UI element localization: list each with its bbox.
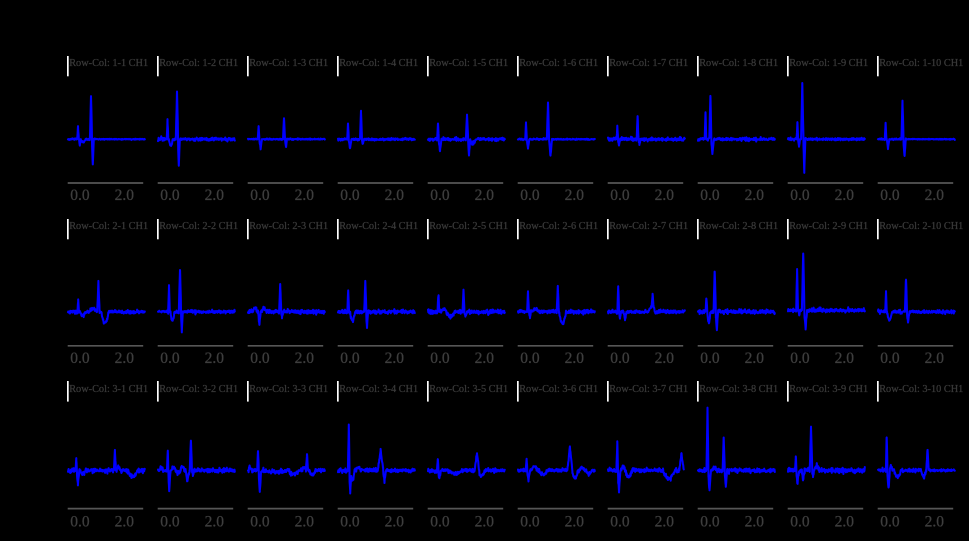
svg-text:Row-Col: 3-7 CH1: Row-Col: 3-7 CH1 [609,384,688,395]
svg-text:2.0: 2.0 [655,350,675,367]
svg-text:0.0: 0.0 [790,513,810,530]
svg-text:0.0: 0.0 [340,350,360,367]
svg-text:Row-Col: 1-5 CH1: Row-Col: 1-5 CH1 [429,58,508,69]
svg-text:0.0: 0.0 [340,187,360,204]
svg-text:0.0: 0.0 [70,350,90,367]
svg-text:Row-Col: 1-7 CH1: Row-Col: 1-7 CH1 [609,58,688,69]
svg-text:2.0: 2.0 [115,187,135,204]
svg-text:0.0: 0.0 [160,513,180,530]
svg-text:0.0: 0.0 [430,187,450,204]
svg-text:Row-Col: 1-4 CH1: Row-Col: 1-4 CH1 [339,58,418,69]
svg-text:0.0: 0.0 [880,350,900,367]
svg-text:2.0: 2.0 [115,513,135,530]
svg-text:Row-Col: 2-7 CH1: Row-Col: 2-7 CH1 [609,221,688,232]
svg-text:0.0: 0.0 [520,187,540,204]
svg-text:Row-Col: 1-3 CH1: Row-Col: 1-3 CH1 [249,58,328,69]
svg-text:2.0: 2.0 [565,513,585,530]
svg-text:Row-Col: 2-10 CH1: Row-Col: 2-10 CH1 [879,221,963,232]
svg-text:Row-Col: 2-2 CH1: Row-Col: 2-2 CH1 [159,221,238,232]
svg-text:Row-Col: 3-9 CH1: Row-Col: 3-9 CH1 [789,384,868,395]
svg-text:2.0: 2.0 [205,350,225,367]
svg-text:Row-Col: 1-6 CH1: Row-Col: 1-6 CH1 [519,58,598,69]
svg-text:Row-Col: 3-2 CH1: Row-Col: 3-2 CH1 [159,384,238,395]
svg-text:2.0: 2.0 [655,513,675,530]
svg-text:Row-Col: 3-1 CH1: Row-Col: 3-1 CH1 [69,384,148,395]
svg-text:2.0: 2.0 [385,187,405,204]
svg-text:0.0: 0.0 [70,187,90,204]
svg-text:2.0: 2.0 [475,350,495,367]
svg-text:0.0: 0.0 [610,350,630,367]
svg-text:2.0: 2.0 [835,187,855,204]
svg-text:0.0: 0.0 [610,187,630,204]
svg-text:Row-Col: 3-3 CH1: Row-Col: 3-3 CH1 [249,384,328,395]
svg-text:0.0: 0.0 [880,187,900,204]
svg-text:Row-Col: 1-9 CH1: Row-Col: 1-9 CH1 [789,58,868,69]
svg-text:0.0: 0.0 [430,350,450,367]
svg-text:0.0: 0.0 [160,350,180,367]
svg-text:2.0: 2.0 [745,513,765,530]
svg-text:0.0: 0.0 [610,513,630,530]
svg-text:Row-Col: 1-10 CH1: Row-Col: 1-10 CH1 [879,58,963,69]
svg-text:0.0: 0.0 [70,513,90,530]
svg-text:0.0: 0.0 [700,187,720,204]
svg-text:Row-Col: 2-8 CH1: Row-Col: 2-8 CH1 [699,221,778,232]
svg-text:0.0: 0.0 [790,350,810,367]
svg-text:2.0: 2.0 [655,187,675,204]
svg-text:2.0: 2.0 [295,513,315,530]
svg-text:2.0: 2.0 [385,513,405,530]
svg-text:2.0: 2.0 [295,187,315,204]
svg-text:Row-Col: 3-10 CH1: Row-Col: 3-10 CH1 [879,384,963,395]
svg-text:2.0: 2.0 [475,513,495,530]
svg-text:Row-Col: 2-4 CH1: Row-Col: 2-4 CH1 [339,221,418,232]
svg-text:0.0: 0.0 [700,350,720,367]
svg-text:0.0: 0.0 [430,513,450,530]
svg-text:2.0: 2.0 [835,350,855,367]
svg-text:Row-Col: 3-6 CH1: Row-Col: 3-6 CH1 [519,384,598,395]
svg-text:2.0: 2.0 [745,187,765,204]
svg-text:Row-Col: 2-5 CH1: Row-Col: 2-5 CH1 [429,221,508,232]
svg-text:0.0: 0.0 [340,513,360,530]
svg-text:2.0: 2.0 [475,187,495,204]
svg-text:0.0: 0.0 [250,513,270,530]
svg-text:2.0: 2.0 [745,350,765,367]
svg-text:0.0: 0.0 [700,513,720,530]
svg-text:2.0: 2.0 [835,513,855,530]
svg-text:2.0: 2.0 [385,350,405,367]
svg-text:Row-Col: 1-1 CH1: Row-Col: 1-1 CH1 [69,58,148,69]
svg-text:2.0: 2.0 [565,187,585,204]
svg-text:Row-Col: 2-9 CH1: Row-Col: 2-9 CH1 [789,221,868,232]
svg-text:2.0: 2.0 [115,350,135,367]
svg-text:0.0: 0.0 [250,350,270,367]
svg-text:2.0: 2.0 [295,350,315,367]
svg-text:Row-Col: 2-1 CH1: Row-Col: 2-1 CH1 [69,221,148,232]
svg-text:0.0: 0.0 [520,513,540,530]
svg-text:0.0: 0.0 [880,513,900,530]
svg-text:Row-Col: 1-8 CH1: Row-Col: 1-8 CH1 [699,58,778,69]
svg-text:Row-Col: 3-8 CH1: Row-Col: 3-8 CH1 [699,384,778,395]
svg-text:2.0: 2.0 [925,187,945,204]
svg-text:0.0: 0.0 [160,187,180,204]
svg-text:Row-Col: 3-5 CH1: Row-Col: 3-5 CH1 [429,384,508,395]
svg-text:Row-Col: 2-6 CH1: Row-Col: 2-6 CH1 [519,221,598,232]
svg-text:2.0: 2.0 [205,187,225,204]
svg-text:Row-Col: 2-3 CH1: Row-Col: 2-3 CH1 [249,221,328,232]
svg-text:0.0: 0.0 [790,187,810,204]
svg-text:0.0: 0.0 [520,350,540,367]
svg-text:Row-Col: 3-4 CH1: Row-Col: 3-4 CH1 [339,384,418,395]
svg-text:2.0: 2.0 [205,513,225,530]
svg-text:0.0: 0.0 [250,187,270,204]
svg-text:2.0: 2.0 [925,350,945,367]
svg-text:2.0: 2.0 [565,350,585,367]
svg-text:2.0: 2.0 [925,513,945,530]
svg-text:Row-Col: 1-2 CH1: Row-Col: 1-2 CH1 [159,58,238,69]
